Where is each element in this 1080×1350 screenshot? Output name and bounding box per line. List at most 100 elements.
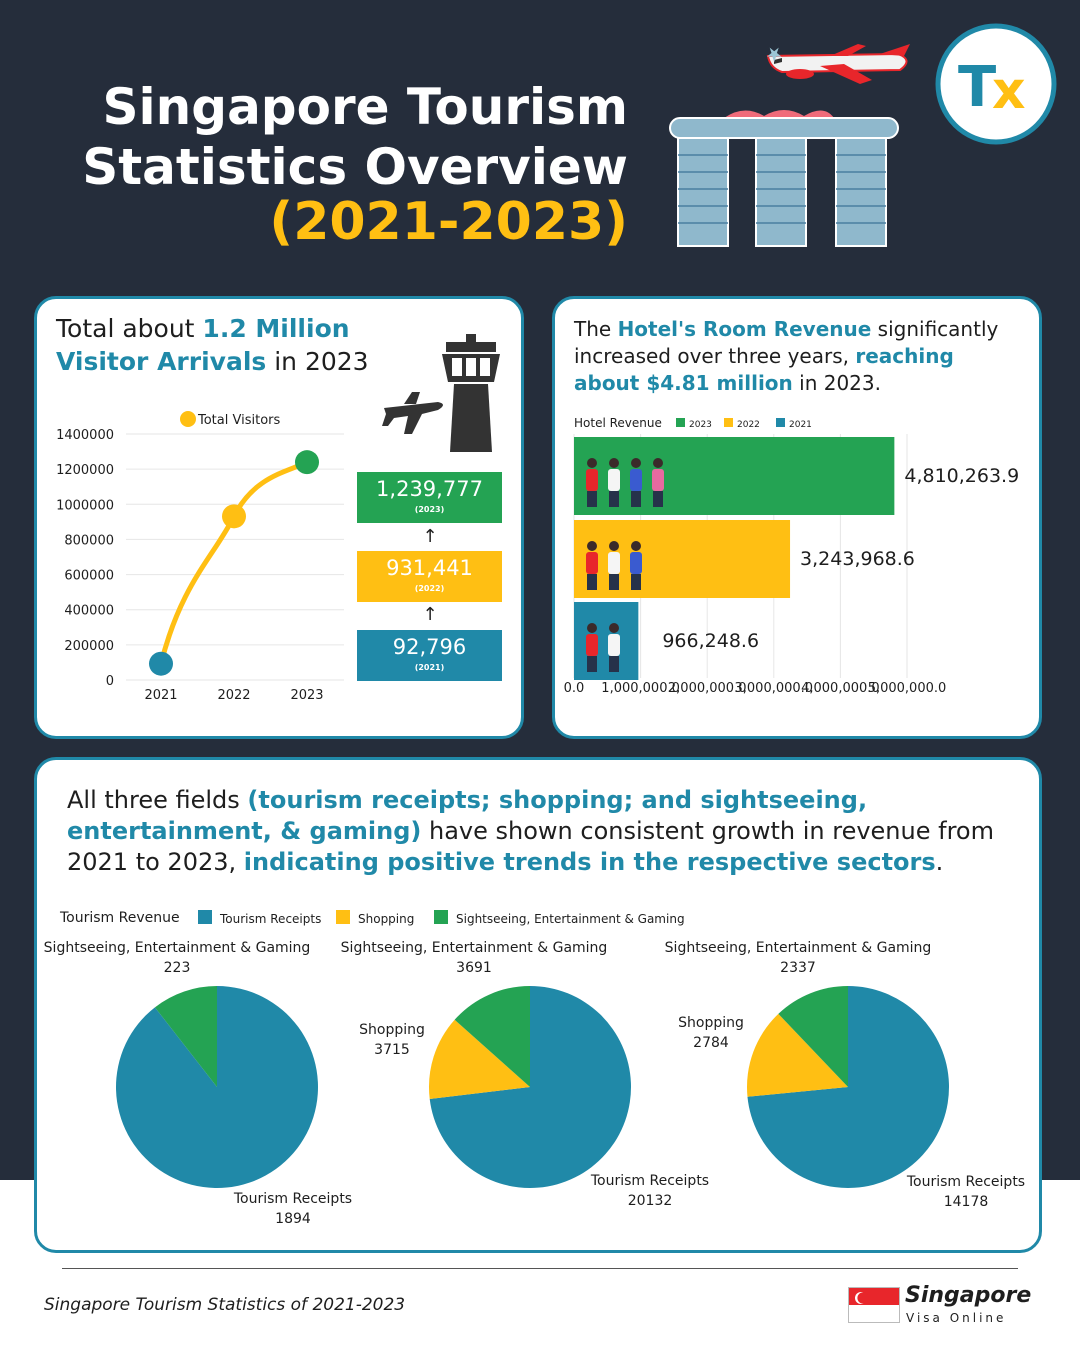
heading-highlight: 1.2 Million xyxy=(202,314,350,343)
marina-bay-sands-illustration xyxy=(669,110,899,247)
traveller-legs xyxy=(609,656,619,672)
hotel-revenue-bar-chart: 0.0 1,000,000.02,000,000.03,000,000.04,00… xyxy=(564,416,1020,696)
pie-slice xyxy=(429,986,631,1188)
slice-value: 1894 xyxy=(275,1211,311,1227)
legend-title: Hotel Revenue xyxy=(574,416,662,430)
travellers-illustration xyxy=(586,458,664,507)
traveller-legs xyxy=(653,491,663,507)
traveller-head xyxy=(609,458,619,468)
pie-slice xyxy=(454,986,530,1087)
traveller-body xyxy=(586,552,598,574)
airplane-icon xyxy=(382,392,443,434)
x-tick-label: 2023 xyxy=(290,688,323,703)
visitor-arrivals-heading: Total about 1.2 Million Visitor Arrivals … xyxy=(56,312,416,378)
traveller-body xyxy=(630,552,642,574)
up-arrow-icon: ↑ xyxy=(422,604,438,625)
visitors-2023-box: 1,239,777 (2023) xyxy=(357,472,502,523)
data-point-2021 xyxy=(149,651,173,676)
y-tick-label: 1200000 xyxy=(56,463,114,478)
footer-note: Singapore Tourism Statistics of 2021-202… xyxy=(44,1295,406,1315)
traveller-head xyxy=(631,458,641,468)
x-tick-label: 5,000,000.0 xyxy=(868,681,947,696)
singapore-flag-icon xyxy=(848,1287,900,1323)
heading-text: have shown consistent growth in revenue … xyxy=(67,817,994,876)
heading-text: Total about xyxy=(56,314,203,343)
traveller-body xyxy=(652,469,664,491)
footer-divider xyxy=(62,1268,1018,1269)
legend-label: Shopping xyxy=(358,912,414,926)
x-tick-label: 2,000,000.0 xyxy=(668,681,747,696)
y-tick-label: 800000 xyxy=(64,533,114,548)
traveller-head xyxy=(587,458,597,468)
legend-swatch xyxy=(676,418,685,427)
traveller-head xyxy=(609,541,619,551)
traveller-legs xyxy=(587,574,597,590)
pie-slice xyxy=(747,986,950,1188)
traveller-body xyxy=(630,469,642,491)
y-tick-label: 200000 xyxy=(64,639,114,654)
heading-highlight: Visitor Arrivals xyxy=(56,347,267,376)
slice-value: 2784 xyxy=(693,1035,729,1051)
legend-swatch xyxy=(198,910,212,924)
slice-label: Tourism Receipts xyxy=(590,1173,709,1189)
traveller-legs xyxy=(587,656,597,672)
legend-swatch xyxy=(434,910,448,924)
heading-highlight: indicating positive trends in the respec… xyxy=(243,848,936,876)
slice-label: Shopping xyxy=(678,1015,744,1031)
data-point-2022 xyxy=(222,504,246,529)
traveller-head xyxy=(653,458,663,468)
heading-text: significantly increased over three years… xyxy=(574,317,999,368)
traveller-head xyxy=(631,541,641,551)
y-tick-label: 1000000 xyxy=(56,498,114,513)
traveller-body xyxy=(586,634,598,656)
legend-label: Sightseeing, Entertainment & Gaming xyxy=(456,912,685,926)
slice-label: Sightseeing, Entertainment & Gaming xyxy=(665,940,932,956)
page-title-line-2: Statistics Overview xyxy=(82,138,628,196)
bar-2022 xyxy=(574,520,791,598)
tourism-revenue-heading: All three fields (tourism receipts; shop… xyxy=(67,785,1037,878)
page-title-line-1: Singapore Tourism xyxy=(102,78,628,136)
traveller-legs xyxy=(587,491,597,507)
airplane-illustration xyxy=(766,44,910,84)
traveller-body xyxy=(608,552,620,574)
tourism-revenue-pie-charts: Tourism Revenue Tourism Receipts Shopping S… xyxy=(44,910,1025,1227)
page-title-years: (2021-2023) xyxy=(269,192,628,252)
tx-logo: T x xyxy=(935,23,1057,145)
pie-slice xyxy=(429,1019,530,1099)
bar-2023 xyxy=(574,437,895,515)
x-tick-label: 3,000,000.0 xyxy=(735,681,814,696)
pie-slice xyxy=(747,1013,848,1097)
box-year: (2022) xyxy=(414,584,445,593)
slice-label: Tourism Receipts xyxy=(233,1191,352,1207)
data-point-2023 xyxy=(295,450,319,475)
travellers-illustration xyxy=(586,623,620,672)
svg-text:T: T xyxy=(958,55,996,120)
traveller-head xyxy=(587,623,597,633)
legend-swatch xyxy=(180,411,196,427)
x-tick-label: 4,000,000.0 xyxy=(801,681,880,696)
legend-label: 2023 xyxy=(689,420,712,430)
slice-value: 20132 xyxy=(628,1193,673,1209)
heading-highlight: (tourism receipts; shopping; and sightse… xyxy=(67,786,868,845)
traveller-legs xyxy=(631,491,641,507)
y-tick-label: 1400000 xyxy=(56,428,114,443)
legend-label: Total Visitors xyxy=(197,413,280,428)
x-tick-label: 1,000,000.0 xyxy=(601,681,680,696)
visitors-2021-box: 92,796 (2021) xyxy=(357,630,502,681)
legend-swatch xyxy=(776,418,785,427)
travellers-illustration xyxy=(586,541,642,590)
x-tick-label: 0.0 xyxy=(564,681,585,696)
bar-2021 xyxy=(574,602,639,680)
hotel-revenue-card xyxy=(552,296,1042,739)
box-year: (2021) xyxy=(414,663,445,672)
y-tick-label: 600000 xyxy=(64,569,114,584)
heading-text: The xyxy=(574,317,618,341)
legend-title: Tourism Revenue xyxy=(59,910,180,926)
box-value: 92,796 xyxy=(392,635,467,659)
visitors-2022-box: 931,441 (2022) xyxy=(357,551,502,602)
slice-value: 2337 xyxy=(780,960,816,976)
control-tower-icon xyxy=(442,334,500,452)
slice-value: 14178 xyxy=(944,1194,989,1210)
traveller-legs xyxy=(609,574,619,590)
x-tick-label: 2022 xyxy=(217,688,250,703)
